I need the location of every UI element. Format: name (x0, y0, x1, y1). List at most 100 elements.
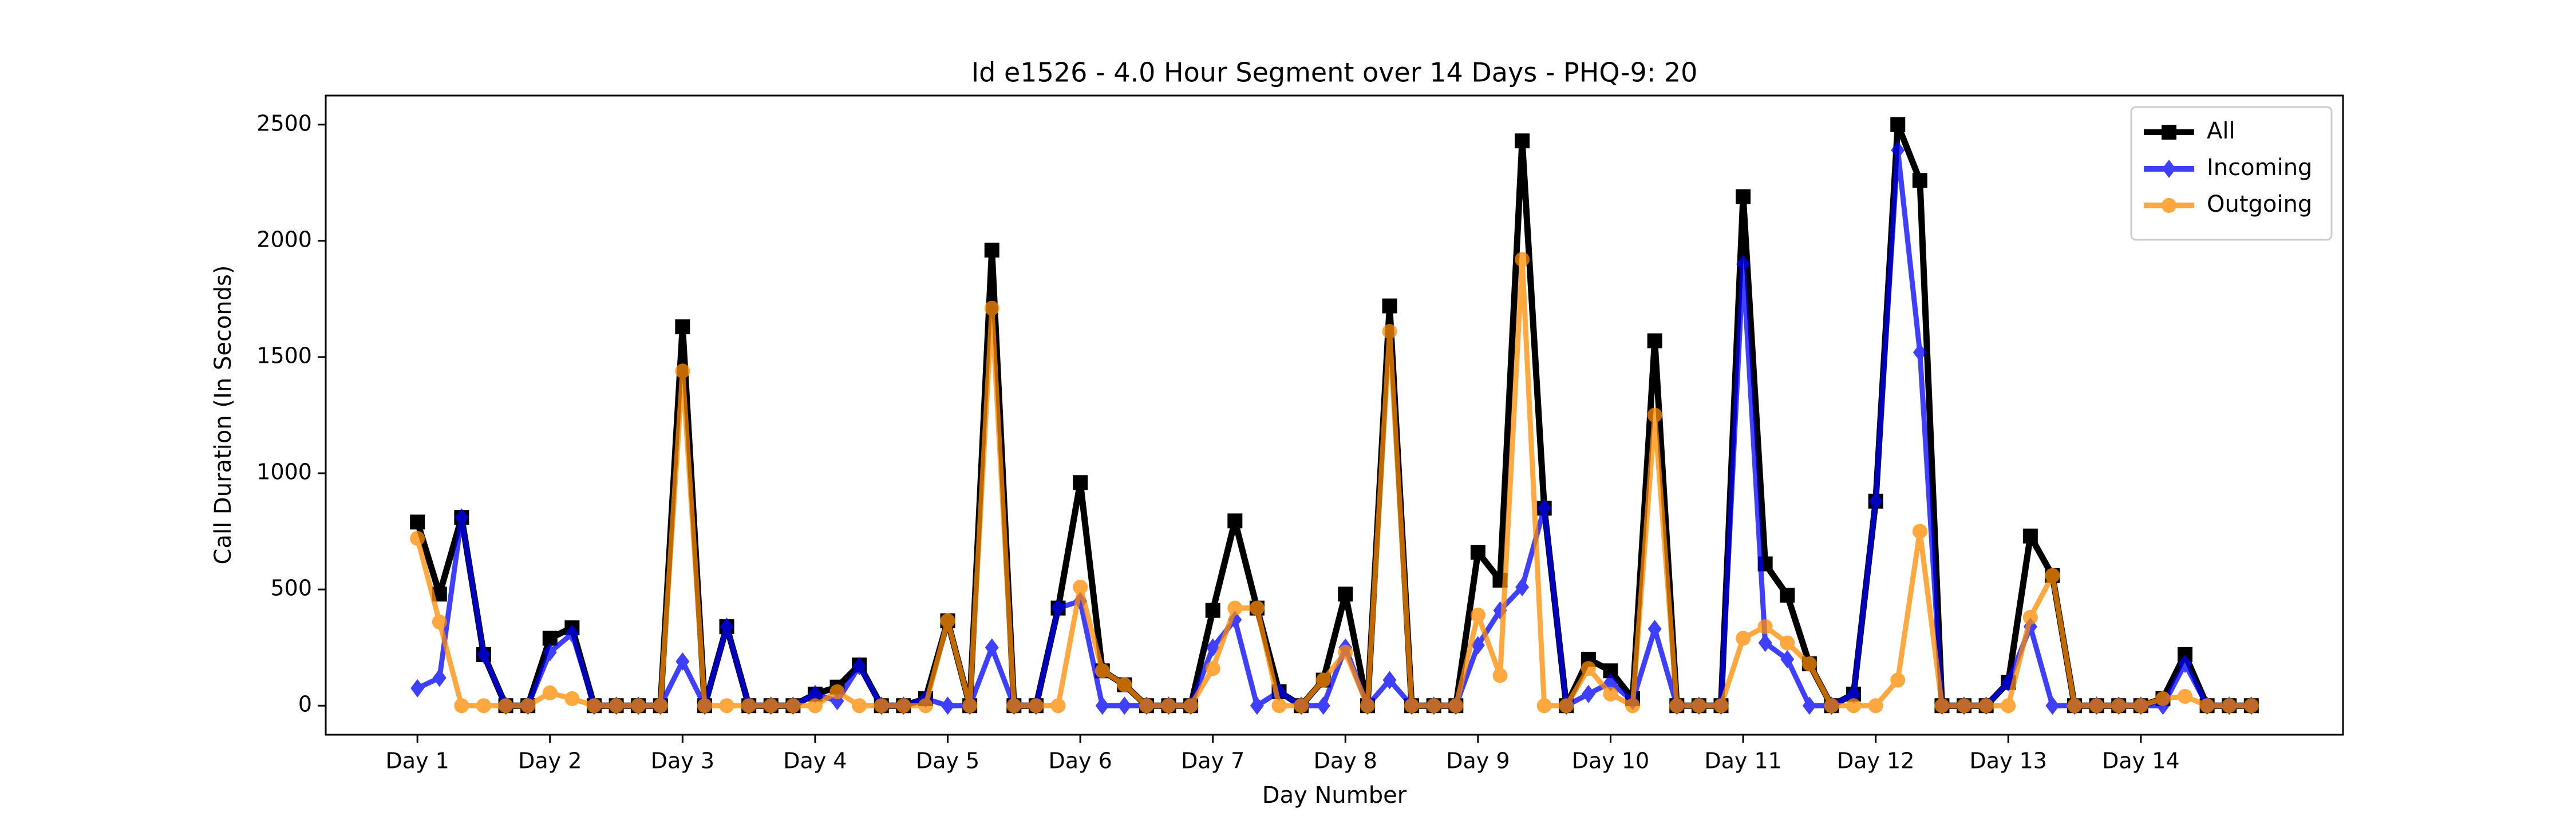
marker (962, 698, 978, 714)
marker (1912, 173, 1927, 188)
marker (2162, 160, 2176, 178)
marker (675, 363, 690, 379)
marker (2045, 696, 2060, 715)
legend-label: Incoming (2207, 154, 2312, 181)
marker (1537, 498, 1551, 517)
marker (1050, 698, 1066, 714)
marker (984, 300, 999, 316)
x-tick-label: Day 9 (1446, 748, 1510, 774)
y-tick-label: 1000 (256, 459, 312, 485)
marker (2022, 609, 2038, 625)
marker (808, 684, 822, 703)
x-tick-label: Day 7 (1181, 748, 1244, 774)
marker (1669, 698, 1685, 714)
marker (410, 530, 425, 546)
x-tick-label: Day 1 (386, 748, 449, 774)
marker (1316, 696, 1330, 715)
x-tick-label: Day 4 (783, 748, 847, 774)
marker (1515, 578, 1530, 597)
marker (2178, 688, 2193, 704)
marker (2133, 698, 2148, 714)
marker (498, 698, 513, 714)
chart-title: Id e1526 - 4.0 Hour Segment over 14 Days… (971, 57, 1698, 88)
marker (852, 698, 867, 714)
legend-label: All (2207, 118, 2235, 144)
marker (1073, 580, 1088, 595)
marker (2243, 698, 2259, 714)
marker (1736, 631, 1751, 646)
marker (1117, 677, 1132, 692)
marker (565, 624, 579, 643)
marker (543, 643, 557, 661)
marker (1757, 619, 1773, 635)
marker (631, 698, 646, 714)
x-tick-label: Day 12 (1837, 748, 1914, 774)
marker (1294, 698, 1309, 714)
x-tick-label: Day 8 (1314, 748, 1377, 774)
marker (1559, 698, 1574, 714)
marker (1382, 298, 1397, 314)
marker (1847, 684, 1861, 703)
marker (1780, 588, 1795, 603)
series-line (416, 147, 2251, 708)
legend-entry (2144, 125, 2194, 140)
marker (432, 668, 447, 687)
marker (918, 698, 933, 714)
marker (1095, 663, 1110, 679)
marker (1227, 600, 1243, 616)
marker (410, 514, 425, 530)
marker (1470, 545, 1485, 560)
marker (1161, 698, 1176, 714)
y-tick-label: 500 (270, 576, 312, 601)
marker (1736, 255, 1751, 274)
marker (763, 698, 779, 714)
marker (609, 698, 624, 714)
marker (1802, 696, 1816, 715)
marker (1890, 672, 1906, 688)
marker (1603, 686, 1618, 702)
marker (1625, 698, 1641, 714)
marker (476, 698, 491, 714)
marker (1846, 698, 1862, 714)
marker (1028, 698, 1044, 714)
marker (653, 698, 668, 714)
marker (520, 698, 536, 714)
marker (2089, 698, 2104, 714)
marker (1117, 696, 1132, 715)
marker (1515, 133, 1530, 149)
marker (1978, 698, 1994, 714)
series (410, 252, 2259, 714)
marker (1890, 117, 1906, 132)
marker (1891, 141, 1905, 160)
marker (675, 652, 690, 671)
marker (1581, 684, 1595, 703)
marker (1338, 644, 1353, 660)
x-tick-label: Day 6 (1048, 748, 1112, 774)
marker (1448, 698, 1464, 714)
marker (1250, 696, 1264, 715)
marker (1647, 620, 1662, 639)
x-axis-label: Day Number (1262, 782, 1407, 809)
y-tick-label: 1500 (256, 343, 312, 368)
marker (1006, 698, 1022, 714)
marker (941, 696, 955, 715)
marker (1139, 698, 1154, 714)
marker (852, 657, 867, 676)
marker (2045, 568, 2060, 583)
marker (940, 613, 955, 628)
marker (2222, 698, 2237, 714)
marker (1780, 649, 1795, 668)
x-tick-label: Day 13 (1970, 748, 2047, 774)
marker (2001, 698, 2016, 714)
marker (984, 243, 999, 258)
y-tick-label: 2000 (256, 227, 312, 252)
marker (2155, 691, 2171, 707)
marker (1536, 698, 1552, 714)
marker (1691, 698, 1706, 714)
marker (1382, 671, 1397, 690)
marker (1404, 698, 1420, 714)
marker (1647, 407, 1662, 423)
x-tick-label: Day 3 (651, 748, 714, 774)
marker (675, 319, 690, 335)
marker (2022, 528, 2038, 544)
